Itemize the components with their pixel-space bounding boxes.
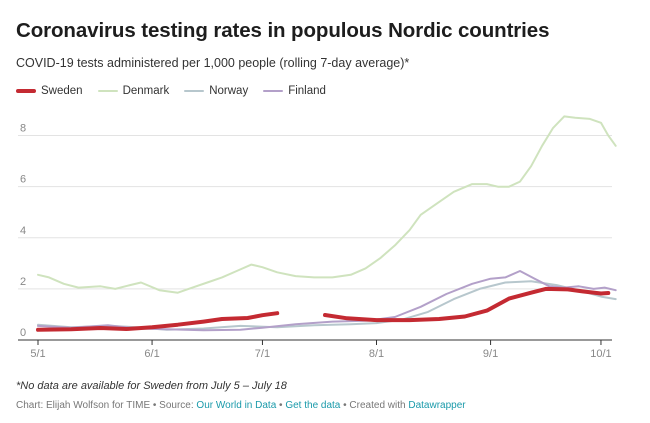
- legend-label-norway: Norway: [209, 85, 249, 97]
- get-data-link[interactable]: Get the data: [285, 400, 341, 411]
- series-line-sweden-1: [323, 286, 611, 323]
- source-link[interactable]: Our World in Data: [196, 400, 277, 411]
- legend-swatch-denmark: [97, 90, 118, 92]
- legend-swatch-norway: [184, 90, 205, 92]
- y-tick-label-0: 0: [20, 327, 26, 339]
- legend-item-sweden: Sweden: [16, 85, 83, 97]
- legend-label-denmark: Denmark: [122, 85, 170, 97]
- x-tick-label-5/1: 5/1: [30, 348, 45, 360]
- legend-swatch-finland: [263, 90, 284, 92]
- y-tick-label-2: 2: [20, 276, 26, 288]
- line-chart: 0 2 4 6 8 5/1 6/1 7/1 8/1 9/1 10/1: [18, 115, 617, 360]
- y-tick-label-4: 4: [20, 225, 26, 237]
- x-tick-label-10/1: 10/1: [590, 348, 611, 360]
- legend-swatch-sweden: [16, 89, 36, 93]
- legend-item-norway: Norway: [184, 85, 248, 97]
- legend: Sweden Denmark Norway Finland: [16, 85, 341, 97]
- legend-label-sweden: Sweden: [41, 85, 83, 97]
- x-tick-label-6/1: 6/1: [144, 348, 159, 360]
- legend-label-finland: Finland: [288, 85, 326, 97]
- legend-item-denmark: Denmark: [97, 85, 170, 97]
- credits-sep1: •: [276, 400, 286, 411]
- legend-item-finland: Finland: [263, 85, 326, 97]
- y-tick-label-6: 6: [20, 174, 26, 186]
- credits: Chart: Elijah Wolfson for TIME • Source:…: [16, 400, 466, 411]
- chart-title: Coronavirus testing rates in populous No…: [16, 19, 550, 42]
- footnote: *No data are available for Sweden from J…: [16, 380, 287, 392]
- x-tick-label-7/1: 7/1: [255, 348, 270, 360]
- credits-sep2: • Created with: [340, 400, 409, 411]
- credits-prefix: Chart: Elijah Wolfson for TIME • Source:: [16, 400, 197, 411]
- chart-subtitle: COVID-19 tests administered per 1,000 pe…: [16, 56, 410, 70]
- x-tick-label-8/1: 8/1: [369, 348, 384, 360]
- series-line-denmark-0: [37, 115, 617, 294]
- y-tick-label-8: 8: [20, 123, 26, 135]
- datawrapper-link[interactable]: Datawrapper: [408, 400, 466, 411]
- x-tick-label-9/1: 9/1: [483, 348, 498, 360]
- series-line-sweden-0: [36, 311, 280, 332]
- series-line-finland-0: [37, 270, 617, 332]
